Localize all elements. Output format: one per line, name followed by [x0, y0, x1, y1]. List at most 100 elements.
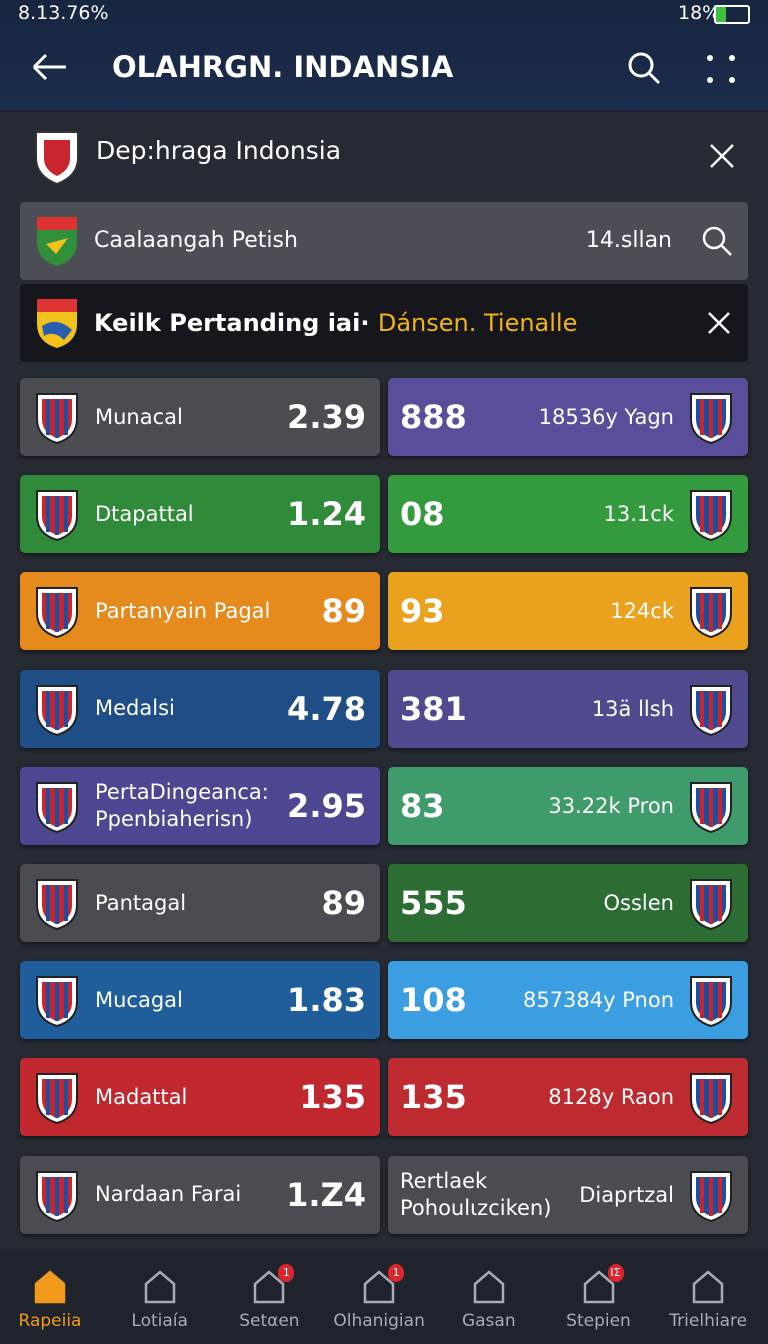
nav-label: Setαen: [239, 1311, 300, 1331]
content-panel: Dep:hraga Indonsia Caalaangah Petish 14.…: [0, 112, 768, 1250]
team-score: 4.78: [287, 689, 366, 728]
nav-icon: [0, 1250, 105, 1311]
search-row-icon: [702, 226, 732, 256]
right-card[interactable]: 135 8128y Raon: [388, 1058, 748, 1137]
section-title: Dep:hraga Indonsia: [96, 136, 342, 165]
right-value: 555: [400, 884, 467, 922]
nav-icon: [214, 1250, 324, 1311]
right-label: 8128y Raon: [548, 1085, 674, 1110]
team-logo: [688, 974, 734, 1032]
nav-label: Lotiaía: [131, 1311, 188, 1331]
menu-button[interactable]: [704, 52, 738, 86]
banner-logo: [37, 299, 77, 348]
section-logo: [35, 131, 79, 186]
team-logo: [688, 683, 734, 741]
team-name: Madattal: [95, 1084, 188, 1109]
left-card[interactable]: Dtapattal 1.24: [20, 475, 380, 554]
close-button[interactable]: [708, 142, 736, 170]
right-value: Rertlaek Pohoulιzciken): [400, 1168, 552, 1220]
team-name: Nardaan Farai: [95, 1182, 242, 1207]
team-name: Pantagal: [95, 890, 187, 915]
team-logo: [34, 1071, 80, 1129]
right-label: Osslen: [603, 891, 674, 915]
banner-text: Keilk Pertanding iai· Dánsen. Tienalle: [94, 284, 577, 362]
right-card[interactable]: Rertlaek Pohoulιzciken) Diaprtzal: [388, 1155, 748, 1234]
search-row-value: 14.sllan: [585, 228, 672, 253]
nav-item[interactable]: Rapeiia: [0, 1250, 105, 1344]
nav-item[interactable]: Gasan: [434, 1250, 544, 1344]
team-name: Medalsi: [95, 696, 175, 721]
team-logo: [34, 585, 80, 643]
app-title: OLAHRGN. INDANSIA: [112, 50, 454, 84]
team-logo: [34, 780, 80, 838]
nav-icon: [544, 1250, 654, 1311]
left-card[interactable]: Munacal 2.39: [20, 378, 380, 456]
search-row[interactable]: Caalaangah Petish 14.sllan: [20, 202, 748, 280]
search-button[interactable]: [626, 50, 662, 86]
team-logo: [688, 488, 734, 546]
right-label: 33.22k Pron: [548, 793, 674, 818]
banner[interactable]: Keilk Pertanding iai· Dánsen. Tienalle: [20, 284, 748, 362]
status-time: 8.13.76%: [18, 2, 109, 24]
nav-label: Stepien: [566, 1311, 631, 1331]
nav-label: Olhanigian: [333, 1311, 425, 1331]
right-card[interactable]: 108 857384y Pnon: [388, 961, 748, 1040]
right-label: 18536y Yagn: [538, 405, 674, 429]
right-value: 08: [400, 495, 445, 534]
nav-icon: [653, 1250, 763, 1311]
team-score: 2.39: [287, 398, 366, 436]
team-name: Dtapattal: [95, 501, 194, 526]
team-logo: [34, 877, 80, 935]
left-card[interactable]: Partanyain Pagal 89: [20, 572, 380, 651]
team-logo: [34, 1169, 80, 1227]
team-logo: [34, 391, 80, 449]
right-label: 13ä llsh: [591, 696, 674, 721]
right-card[interactable]: 93 124ck: [388, 572, 748, 651]
right-value: 93: [400, 592, 445, 631]
battery-icon: [714, 5, 750, 24]
team-logo: [34, 683, 80, 741]
nav-item[interactable]: Olhanigian 1: [324, 1250, 434, 1344]
right-label: 124ck: [610, 599, 674, 624]
right-label: 857384y Pnon: [522, 988, 674, 1013]
team-logo: [34, 974, 80, 1032]
team-score: 135: [299, 1078, 366, 1117]
right-card[interactable]: 83 33.22k Pron: [388, 766, 748, 845]
top-bar: 8.13.76% 18% OLAHRGN. INDANSIA: [0, 0, 768, 110]
right-value: 83: [400, 786, 445, 825]
left-card[interactable]: Pantagal 89: [20, 864, 380, 942]
nav-item[interactable]: Lotiaía: [105, 1250, 215, 1344]
left-card[interactable]: Medalsi 4.78: [20, 669, 380, 748]
team-name: PertaDingeanca: Ppenbiaherisn): [95, 779, 269, 831]
nav-label: Trielhiare: [669, 1311, 748, 1331]
nav-icon: [105, 1250, 215, 1311]
nav-item[interactable]: Trielhiare: [653, 1250, 763, 1344]
left-card[interactable]: Nardaan Farai 1.Z4: [20, 1155, 380, 1234]
right-card[interactable]: 381 13ä llsh: [388, 669, 748, 748]
battery-text: 18%: [678, 2, 721, 24]
team-name: Partanyain Pagal: [95, 598, 271, 623]
team-score: 89: [321, 884, 366, 922]
nav-item[interactable]: Stepien IΣ: [544, 1250, 654, 1344]
banner-close[interactable]: [706, 310, 732, 336]
nav-badge: 1: [388, 1264, 405, 1282]
bottom-nav: Rapeiia Lotiaía Setαen 1 Olhanigian 1 Gasan Ste…: [0, 1250, 768, 1344]
right-card[interactable]: 888 18536y Yagn: [388, 378, 748, 456]
left-card[interactable]: Mucagal 1.83: [20, 961, 380, 1040]
left-card[interactable]: Madattal 135: [20, 1058, 380, 1137]
back-button[interactable]: [30, 50, 70, 84]
right-value: 135: [400, 1078, 467, 1117]
team-name: Munacal: [95, 404, 183, 429]
right-value: 888: [400, 398, 467, 436]
right-card[interactable]: 08 13.1ck: [388, 475, 748, 554]
team-score: 1.Z4: [286, 1175, 366, 1214]
team-logo: [688, 1071, 734, 1129]
left-card[interactable]: PertaDingeanca: Ppenbiaherisn) 2.95: [20, 766, 380, 845]
search-row-label: Caalaangah Petish: [94, 228, 298, 253]
nav-item[interactable]: Setαen 1: [214, 1250, 324, 1344]
right-label: 13.1ck: [603, 502, 674, 527]
nav-label: Gasan: [461, 1311, 516, 1331]
right-card[interactable]: 555 Osslen: [388, 864, 748, 942]
team-logo: [688, 877, 734, 935]
